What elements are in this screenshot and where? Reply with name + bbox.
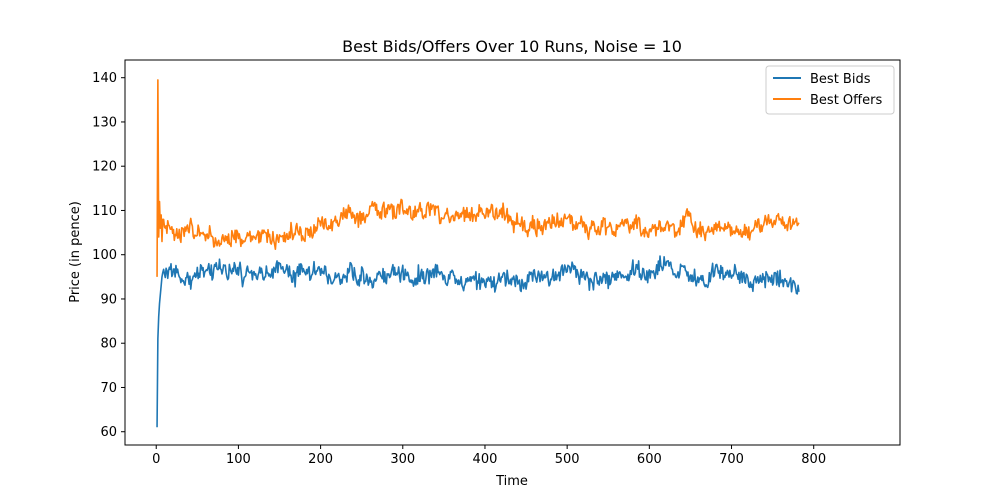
y-tick-label: 140: [92, 71, 117, 86]
y-tick-label: 100: [92, 248, 117, 263]
y-tick-label: 120: [92, 160, 117, 175]
x-axis-label: Time: [495, 474, 528, 489]
x-tick-label: 500: [555, 452, 580, 467]
x-tick-label: 0: [152, 452, 160, 467]
series-line-best-bids: [156, 255, 800, 428]
x-tick-label: 300: [390, 452, 415, 467]
x-tick-label: 700: [719, 452, 744, 467]
y-tick-label: 130: [92, 115, 117, 130]
legend: Best Bids Best Offers: [765, 65, 895, 115]
y-tick-label: 80: [100, 337, 117, 352]
x-tick-label: 600: [637, 452, 662, 467]
ticks-layer: 0 100 200 300 400 500 600 700 800 60 70 80 90 100 110 1…: [92, 71, 826, 467]
y-tick-label: 70: [100, 381, 117, 396]
x-tick-label: 800: [801, 452, 826, 467]
axes-frame: [124, 59, 901, 446]
series-layer: [156, 79, 800, 428]
legend-label-bids: Best Bids: [810, 72, 871, 87]
y-tick-label: 90: [100, 292, 117, 307]
series-line-best-offers: [156, 79, 800, 277]
x-tick-label: 100: [226, 452, 251, 467]
legend-label-offers: Best Offers: [810, 93, 882, 108]
y-axis-label: Price (in pence): [68, 201, 83, 303]
x-tick-label: 400: [473, 452, 498, 467]
x-tick-label: 200: [308, 452, 333, 467]
y-tick-label: 110: [92, 204, 117, 219]
y-tick-label: 60: [100, 425, 117, 440]
chart-title: Best Bids/Offers Over 10 Runs, Noise = 1…: [342, 37, 682, 56]
